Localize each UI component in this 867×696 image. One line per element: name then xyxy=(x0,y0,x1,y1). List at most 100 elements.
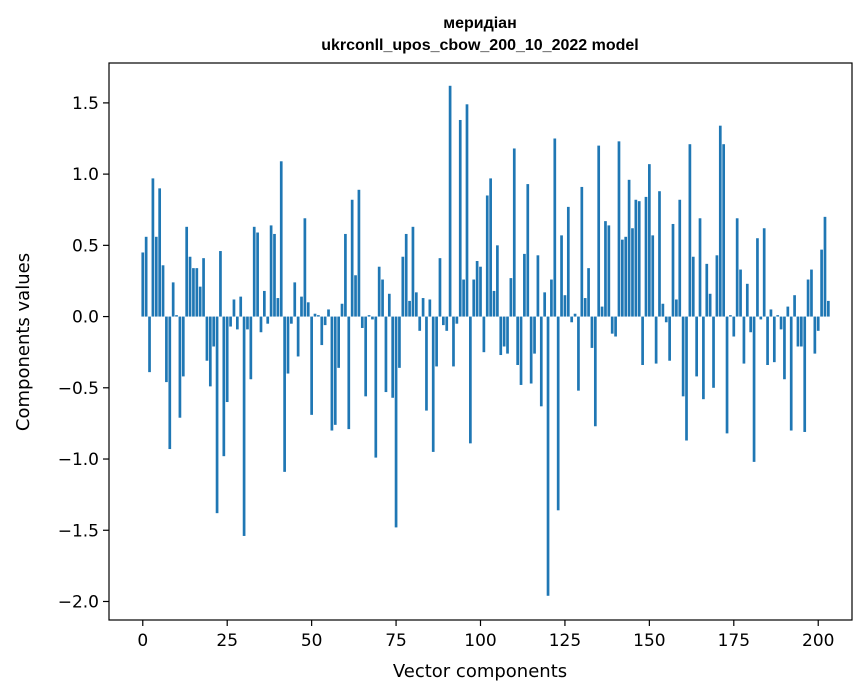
bar-component-201 xyxy=(820,249,823,317)
bar-component-41 xyxy=(279,161,283,317)
bar-component-113 xyxy=(523,253,526,317)
bar-component-58 xyxy=(337,316,340,368)
bar-component-114 xyxy=(526,184,530,317)
bar-component-147 xyxy=(637,201,641,317)
bar-component-88 xyxy=(438,258,442,317)
bar-component-203 xyxy=(827,300,830,317)
bar-component-176 xyxy=(735,218,739,317)
bar-component-80 xyxy=(411,226,415,317)
x-tick-label: 175 xyxy=(718,631,750,651)
bar-component-50 xyxy=(310,316,313,415)
bar-component-26 xyxy=(229,316,232,327)
bar-component-103 xyxy=(489,178,492,317)
plot-frame xyxy=(108,62,853,621)
bar-component-11 xyxy=(178,316,182,418)
bar-component-10 xyxy=(175,315,178,317)
bar-component-33 xyxy=(252,226,256,317)
bar-component-188 xyxy=(776,315,780,317)
bar-component-134 xyxy=(593,316,597,427)
bar-component-61 xyxy=(347,316,351,430)
bar-component-96 xyxy=(465,104,469,317)
bar-component-131 xyxy=(583,298,587,317)
bar-component-190 xyxy=(783,316,786,380)
bar-component-65 xyxy=(360,316,364,328)
bar-component-146 xyxy=(634,199,638,317)
bar-component-128 xyxy=(573,313,577,317)
bar-component-152 xyxy=(654,316,658,364)
bar-component-22 xyxy=(215,316,219,514)
bar-component-150 xyxy=(648,164,651,317)
bar-component-126 xyxy=(566,206,570,317)
bar-component-160 xyxy=(681,316,685,397)
bar-component-36 xyxy=(263,290,266,317)
bar-component-70 xyxy=(377,266,381,317)
bar-component-116 xyxy=(533,316,536,354)
bar-component-179 xyxy=(745,283,749,317)
bar-component-47 xyxy=(300,296,303,317)
bar-component-111 xyxy=(516,316,519,365)
bar-component-141 xyxy=(617,141,621,317)
bar-component-85 xyxy=(428,299,432,317)
bar-component-23 xyxy=(219,251,222,317)
bar-component-124 xyxy=(560,235,563,317)
bar-component-43 xyxy=(286,316,290,374)
chart-subtitle: ukrconll_upos_cbow_200_10_2022 model xyxy=(321,37,638,54)
bar-component-32 xyxy=(249,316,253,380)
bar-component-148 xyxy=(641,316,644,365)
bar-component-15 xyxy=(192,268,195,317)
bar-component-118 xyxy=(539,316,543,407)
bar-component-133 xyxy=(590,316,594,348)
bar-component-117 xyxy=(536,255,540,317)
bar-component-56 xyxy=(330,316,334,431)
bar-component-79 xyxy=(408,300,411,317)
bar-component-38 xyxy=(269,225,273,317)
bar-component-122 xyxy=(553,138,557,317)
bar-component-136 xyxy=(600,306,604,317)
bar-component-13 xyxy=(185,226,189,317)
bar-component-135 xyxy=(597,145,601,317)
bar-component-19 xyxy=(205,316,209,361)
bar-component-185 xyxy=(766,316,769,365)
bar-component-86 xyxy=(431,316,435,452)
bar-component-164 xyxy=(695,316,698,377)
bar-component-37 xyxy=(266,316,270,324)
bar-component-120 xyxy=(546,316,550,596)
bar-component-7 xyxy=(165,316,168,383)
bar-component-12 xyxy=(181,316,185,377)
bar-component-66 xyxy=(364,316,368,397)
x-tick-label: 200 xyxy=(802,631,834,651)
bar-component-84 xyxy=(425,316,428,411)
bar-component-3 xyxy=(151,178,155,317)
bar-component-125 xyxy=(563,295,567,317)
bar-component-68 xyxy=(371,316,374,320)
bar-component-93 xyxy=(455,316,459,324)
bar-component-108 xyxy=(506,316,509,354)
bar-component-142 xyxy=(620,239,624,317)
bar-component-105 xyxy=(496,245,499,317)
chart-title: меридіан xyxy=(443,15,517,32)
bar-component-175 xyxy=(732,316,736,337)
bar-component-57 xyxy=(333,316,337,425)
bar-component-130 xyxy=(580,186,584,317)
y-tick-label: −1.5 xyxy=(58,521,99,541)
bar-component-83 xyxy=(421,298,425,317)
bar-component-177 xyxy=(739,269,742,317)
bar-component-202 xyxy=(823,216,827,317)
bar-component-163 xyxy=(691,256,695,317)
bar-component-8 xyxy=(168,316,172,450)
bar-component-106 xyxy=(499,316,503,356)
bar-component-98 xyxy=(472,279,476,317)
bar-component-189 xyxy=(779,316,783,330)
bar-component-144 xyxy=(627,179,631,317)
bar-component-44 xyxy=(290,316,293,324)
x-tick-label: 100 xyxy=(464,631,496,651)
bar-component-153 xyxy=(658,191,661,317)
bar-component-49 xyxy=(306,302,310,317)
bar-component-161 xyxy=(685,316,688,441)
ticks-group: 0 25 50 75 100 125 150 175 200 −2.0 −1.5 −1.0 −0.5 0.… xyxy=(58,94,835,651)
bar-component-139 xyxy=(610,316,614,334)
bar-component-69 xyxy=(374,316,378,458)
x-tick-label: 150 xyxy=(633,631,665,651)
